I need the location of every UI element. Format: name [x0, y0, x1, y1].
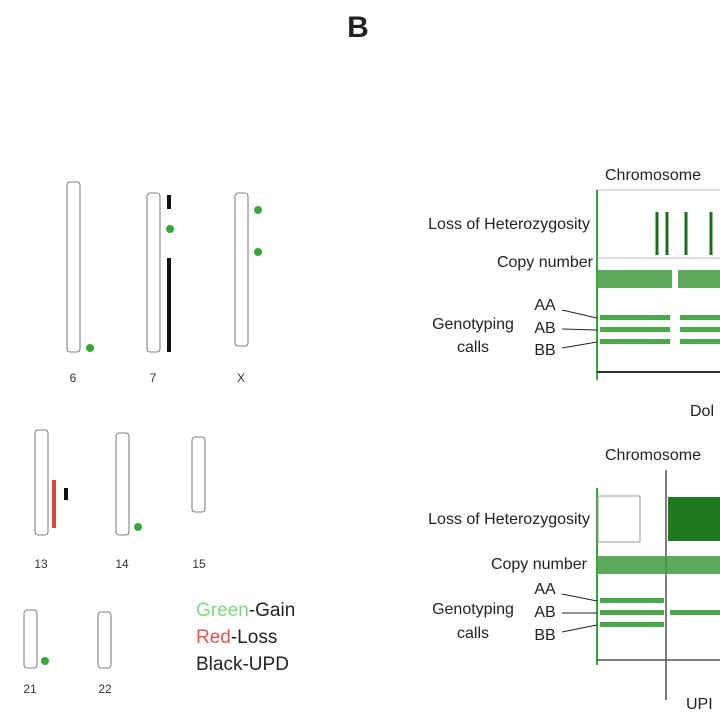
chromosome [146, 192, 161, 353]
chromosome [191, 436, 206, 513]
track-label: Loss of Heterozygosity [428, 511, 590, 528]
arrow [561, 593, 598, 602]
legend-text: -Gain [249, 600, 295, 621]
caption: Dol [690, 403, 714, 420]
genotype-row [680, 339, 720, 344]
chromosome [34, 429, 49, 536]
legend-color: Black [196, 654, 243, 675]
legend-entry: Green-Gain [196, 600, 295, 621]
call-label: BB [534, 627, 555, 644]
chromosome-label: X [237, 371, 245, 385]
call-arrows [561, 593, 598, 633]
track-label: Copy number [497, 254, 594, 271]
chromosome [23, 609, 38, 669]
chromosome-label: 13 [34, 557, 48, 571]
genotype-row [600, 327, 670, 332]
genotype-rows [600, 315, 720, 344]
genotype-row [680, 315, 720, 320]
loh-box [597, 495, 641, 543]
gain-dot [134, 523, 142, 531]
arrow [561, 624, 598, 633]
track-label: Loss of Heterozygosity [428, 216, 590, 233]
track-label: calls [457, 339, 489, 356]
loh-marks [655, 212, 713, 255]
chromosome-label: 15 [192, 557, 206, 571]
annotations [41, 195, 262, 665]
copy-number-band [598, 270, 720, 288]
upd-bar [64, 488, 68, 500]
chromosome [97, 611, 112, 669]
chromosome-label: 14 [115, 557, 129, 571]
track-label: Genotyping [432, 601, 514, 618]
gain-dot [86, 344, 94, 352]
call-label: AA [534, 297, 556, 314]
gain-dot [254, 248, 262, 256]
gain-dot [254, 206, 262, 214]
track-title: Chromosome [605, 447, 701, 464]
chromosome [234, 192, 249, 347]
genotype-row [600, 315, 670, 320]
loh-block [668, 497, 720, 541]
copy-number-band [598, 556, 720, 574]
legend-entry: Black-UPD [196, 654, 289, 675]
call-label: AA [534, 581, 556, 598]
call-label: AB [534, 320, 555, 337]
upd-bar [167, 258, 171, 352]
genotype-row [600, 622, 664, 627]
chromosome [66, 181, 81, 353]
call-label: AB [534, 604, 555, 621]
band-gap [672, 270, 678, 288]
chromosome-label: 6 [70, 371, 77, 385]
legend-color: Green [196, 600, 249, 621]
chromosome-label: 7 [150, 371, 157, 385]
call-label: BB [534, 342, 555, 359]
gain-dot [41, 657, 49, 665]
genotype-row [600, 610, 664, 615]
call-arrows [561, 309, 598, 349]
arrow [561, 341, 598, 349]
genotype-row [680, 327, 720, 332]
upd-bar [167, 195, 171, 209]
gain-dot [166, 225, 174, 233]
legend-color: Red [196, 627, 231, 648]
track-label: Genotyping [432, 316, 514, 333]
chromosome-label: 21 [23, 682, 37, 696]
genotype-row [600, 339, 670, 344]
genotype-row [670, 610, 720, 615]
track-label: calls [457, 625, 489, 642]
arrow [561, 328, 598, 331]
track-label: Copy number [491, 556, 588, 573]
legend-entry: Red-Loss [196, 627, 277, 648]
legend-text: -Loss [231, 627, 277, 648]
arrow [561, 309, 598, 319]
track-title: Chromosome [605, 167, 701, 184]
genotype-row [600, 598, 664, 603]
chromosome-label: 22 [98, 682, 112, 696]
loss-bar [52, 480, 56, 528]
chromosome [115, 432, 130, 536]
caption: UPI [686, 696, 713, 713]
panel-label: B [347, 11, 369, 44]
legend-text: -UPD [242, 654, 288, 675]
genotype-rows [600, 598, 720, 627]
